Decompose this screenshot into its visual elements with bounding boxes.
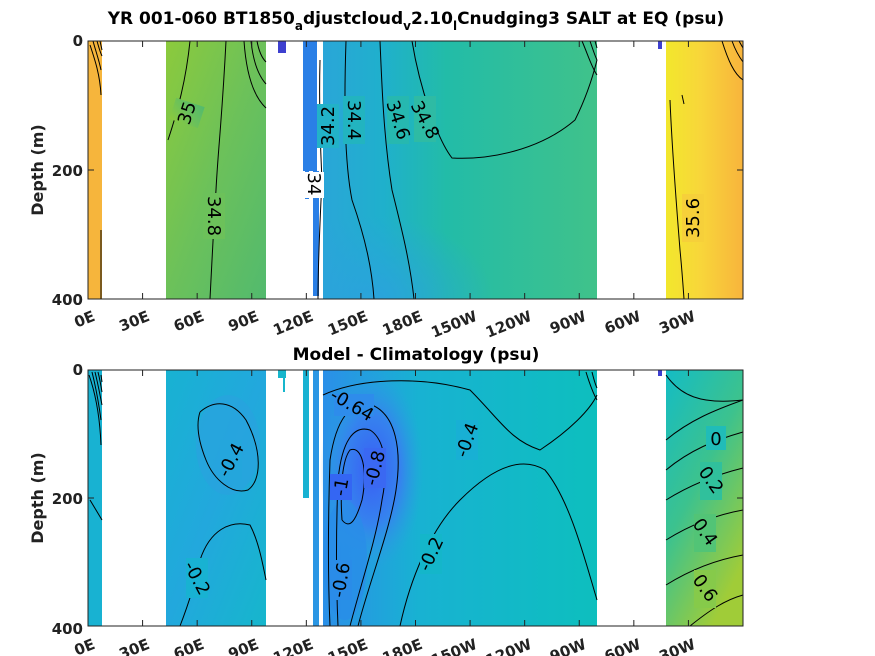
x-tick-label: 30W xyxy=(656,307,698,338)
contour-label: 34.4 xyxy=(343,100,364,140)
top-tick-marks xyxy=(87,40,743,300)
y-tick-label: 400 xyxy=(52,291,83,309)
x-tick-label: 120W xyxy=(483,307,535,342)
x-tick-label: 0E xyxy=(72,635,98,656)
x-tick-label: 60W xyxy=(602,635,644,656)
x-tick-label: 120W xyxy=(483,635,535,656)
x-tick-label: 180E xyxy=(380,635,425,656)
bottom-title: Model - Climatology (psu) xyxy=(293,345,540,365)
top-x-tick-labels: 0E 30E 60E 90E 120E 150E 180E 150W 120W 90W 60W 30W xyxy=(72,307,699,342)
x-tick-label: 30W xyxy=(656,635,698,656)
x-tick-label: 150E xyxy=(325,307,370,339)
x-tick-label: 150W xyxy=(428,307,480,342)
x-tick-label: 180E xyxy=(380,307,425,339)
bottom-panel: Model - Climatology (psu) xyxy=(28,345,744,656)
x-tick-label: 150E xyxy=(325,635,370,656)
contour-label: 34 xyxy=(303,173,324,196)
contour-label: -1 xyxy=(330,476,354,497)
contour-label: 35.6 xyxy=(683,198,704,238)
x-tick-label: 120E xyxy=(271,635,316,656)
top-title: YR 001-060 BT1850adjustcloudv2.10lCnudgi… xyxy=(107,9,725,33)
y-tick-label: 0 xyxy=(73,32,83,50)
y-axis-label: Depth (m) xyxy=(28,452,47,544)
contour-label: 0 xyxy=(710,429,721,450)
x-tick-label: 90W xyxy=(547,307,589,338)
x-tick-label: 120E xyxy=(271,307,316,339)
x-tick-label: 60E xyxy=(171,307,207,335)
x-tick-label: 60E xyxy=(171,635,207,656)
y-tick-label: 0 xyxy=(73,361,83,379)
x-tick-label: 30E xyxy=(116,635,152,656)
y-tick-label: 200 xyxy=(52,162,83,180)
y-axis-label: Depth (m) xyxy=(28,124,47,216)
x-tick-label: 60W xyxy=(602,307,644,338)
x-tick-label: 0E xyxy=(72,307,98,331)
contour-label: 34.2 xyxy=(318,106,339,146)
x-tick-label: 150W xyxy=(428,635,480,656)
x-tick-label: 90W xyxy=(547,635,589,656)
x-tick-label: 90E xyxy=(226,635,262,656)
bottom-x-tick-labels: 0E 30E 60E 90E 120E 150E 180E 150W 120W 90W 60W 30W xyxy=(72,635,699,656)
x-tick-label: 90E xyxy=(226,307,262,335)
top-panel: YR 001-060 BT1850adjustcloudv2.10lCnudgi… xyxy=(28,9,744,342)
top-field xyxy=(88,41,743,299)
contour-label: 34.8 xyxy=(203,196,224,236)
bottom-tick-marks xyxy=(87,369,743,627)
y-tick-label: 400 xyxy=(52,620,83,638)
y-tick-label: 200 xyxy=(52,490,83,508)
x-tick-label: 30E xyxy=(116,307,152,335)
